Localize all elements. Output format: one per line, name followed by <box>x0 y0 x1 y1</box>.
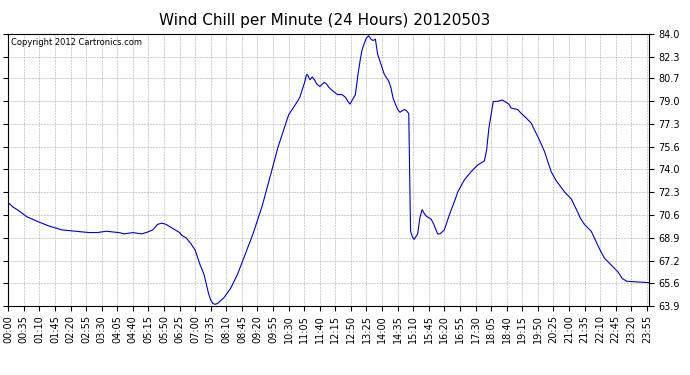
Text: Copyright 2012 Cartronics.com: Copyright 2012 Cartronics.com <box>12 38 142 47</box>
Text: Wind Chill per Minute (24 Hours) 20120503: Wind Chill per Minute (24 Hours) 2012050… <box>159 13 490 28</box>
